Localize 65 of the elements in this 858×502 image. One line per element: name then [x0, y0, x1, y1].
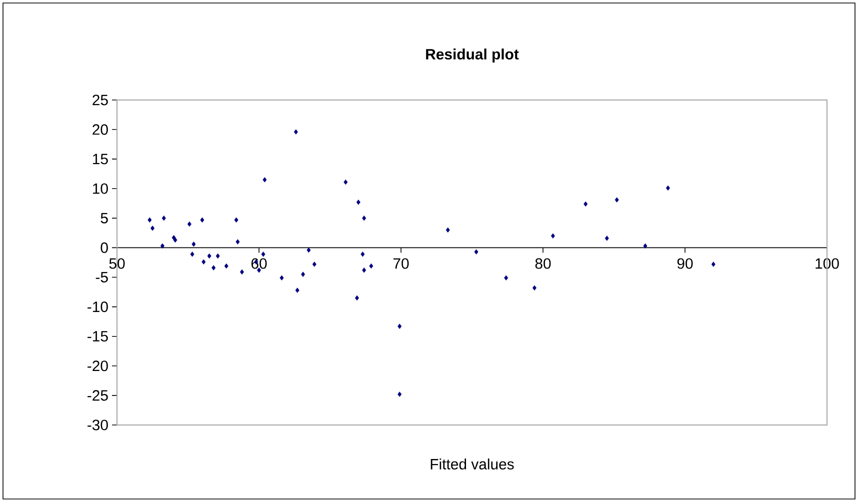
point	[212, 265, 216, 270]
point	[192, 242, 196, 247]
point	[150, 226, 155, 231]
y-tick-label: 10	[93, 183, 108, 194]
point	[398, 392, 402, 397]
x-tick-label: 60	[251, 258, 267, 269]
point	[294, 129, 298, 134]
y-tick-label: -15	[88, 331, 108, 342]
x-tick-label: 50	[109, 258, 125, 269]
point	[312, 262, 316, 267]
point	[207, 253, 212, 259]
point	[173, 237, 178, 243]
y-tick-label: -5	[96, 272, 108, 282]
point	[301, 272, 306, 277]
point	[306, 247, 311, 253]
point	[344, 180, 348, 185]
point	[666, 185, 670, 191]
point	[362, 216, 366, 221]
point	[584, 201, 588, 207]
y-tick-label: 15	[93, 154, 108, 164]
point	[614, 197, 619, 202]
point	[446, 227, 450, 233]
point	[224, 263, 228, 269]
y-tick-label: 20	[92, 124, 108, 135]
point	[643, 243, 648, 249]
point	[216, 253, 220, 259]
point	[360, 252, 365, 257]
point	[148, 217, 152, 223]
point	[295, 288, 300, 293]
y-tick-label: 5	[100, 212, 108, 224]
x-axis-title: Fitted values	[430, 458, 514, 470]
point	[474, 249, 478, 254]
point	[200, 217, 204, 223]
x-tick-label: 100	[816, 258, 839, 269]
point	[362, 268, 366, 273]
y-tick-label: 0	[100, 242, 108, 253]
x-tick-label: 90	[677, 258, 693, 269]
point	[240, 269, 244, 275]
point	[160, 243, 164, 249]
point	[356, 200, 360, 205]
point	[280, 275, 284, 280]
point	[354, 295, 359, 301]
x-tick-label: 70	[393, 258, 409, 269]
point	[262, 177, 267, 182]
point	[162, 216, 166, 221]
point	[550, 233, 555, 238]
point	[398, 324, 402, 329]
point	[234, 217, 238, 223]
point	[261, 252, 266, 257]
point	[369, 263, 374, 269]
y-tick-label: -20	[88, 360, 108, 372]
point	[187, 221, 192, 227]
y-tick-label: -25	[88, 390, 108, 401]
point	[532, 285, 536, 290]
chart-title: Residual plot	[426, 48, 519, 62]
point	[190, 252, 194, 257]
y-tick-label: -10	[88, 302, 108, 312]
y-tick-label: -30	[88, 420, 108, 430]
y-tick-label: 25	[92, 94, 108, 106]
point	[202, 259, 206, 264]
x-tick-label: 80	[535, 258, 551, 269]
point	[604, 236, 609, 241]
point	[711, 262, 716, 267]
point	[236, 239, 240, 244]
point	[504, 275, 508, 280]
